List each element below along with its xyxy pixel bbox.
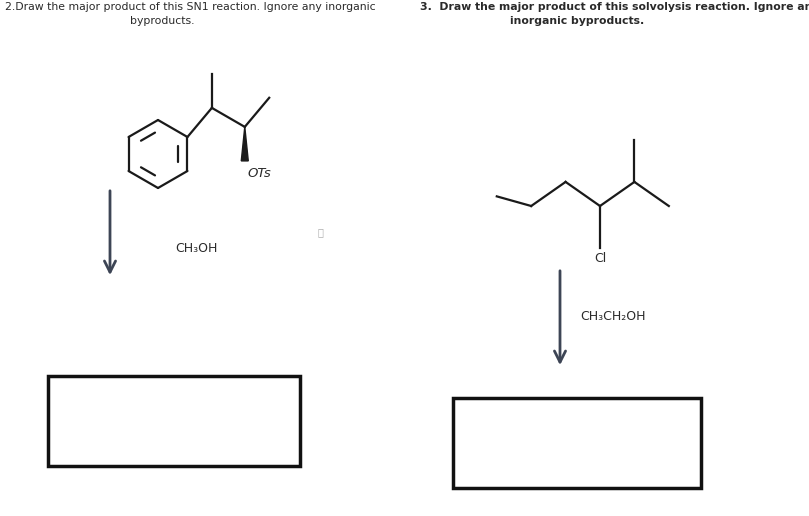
Text: CH₃CH₂OH: CH₃CH₂OH: [580, 310, 646, 322]
Polygon shape: [241, 127, 248, 161]
Text: Cl: Cl: [594, 252, 606, 265]
Text: inorganic byproducts.: inorganic byproducts.: [510, 16, 644, 26]
Text: CH₃OH: CH₃OH: [175, 241, 218, 254]
Text: Ⓢ: Ⓢ: [317, 227, 323, 237]
Text: byproducts.: byproducts.: [130, 16, 194, 26]
Text: 3.  Draw the major product of this solvolysis reaction. Ignore any: 3. Draw the major product of this solvol…: [420, 2, 809, 12]
Text: OTs: OTs: [248, 167, 272, 180]
Text: 2.Draw the major product of this SN1 reaction. Ignore any inorganic: 2.Draw the major product of this SN1 rea…: [5, 2, 375, 12]
Bar: [48, 376, 300, 466]
Bar: [453, 398, 701, 488]
